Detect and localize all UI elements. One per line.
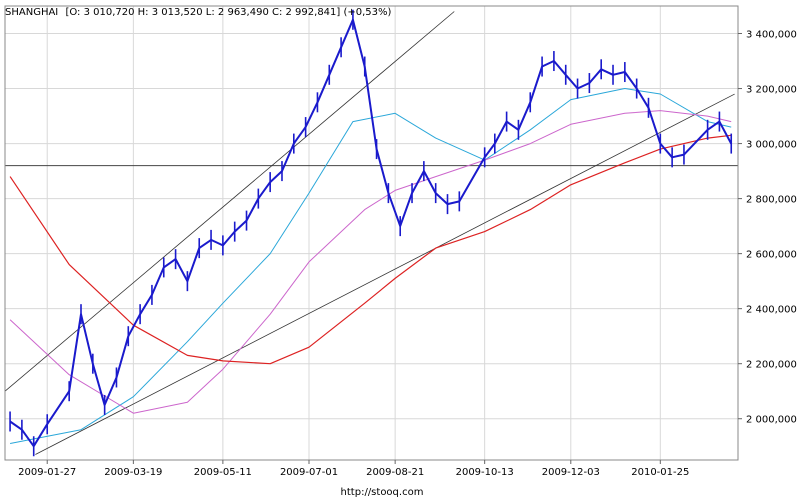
y-tick-label: 3 000,000 [746, 140, 797, 151]
y-tick-label: 2 200,000 [746, 360, 797, 371]
y-tick-label: 2 400,000 [746, 305, 797, 316]
chart-title: SHANGHAI [O: 3 010,720 H: 3 013,520 L: 2… [5, 7, 392, 18]
x-tick-label: 2009-12-03 [542, 467, 600, 478]
x-tick-label: 2009-03-19 [104, 467, 162, 478]
series-lines [4, 9, 738, 457]
plot-frame [4, 5, 739, 461]
x-tick-label: 2009-08-21 [366, 467, 424, 478]
y-tick-label: 2 000,000 [746, 415, 797, 426]
series-line-moving-average-long [9, 134, 732, 365]
series-line-moving-average-mid [9, 110, 732, 414]
x-tick-label: 2010-01-25 [631, 467, 689, 478]
y-tick-label: 2 600,000 [746, 250, 797, 261]
channel-lower [35, 93, 735, 455]
x-tick-label: 2009-05-11 [194, 467, 252, 478]
source-footer: http://stooq.com [341, 487, 424, 498]
y-tick-label: 3 400,000 [746, 30, 797, 41]
grid-lines [5, 6, 738, 460]
x-tick-label: 2009-10-13 [456, 467, 514, 478]
y-tick-label: 2 800,000 [746, 195, 797, 206]
x-tick-label: 2009-07-01 [280, 467, 338, 478]
symbol-label: SHANGHAI [5, 7, 58, 18]
x-tick-label: 2009-01-27 [18, 467, 76, 478]
axes: 2 000,000 2 200,000 2 400,000 2 600,000 2 80… [4, 5, 797, 478]
y-tick-label: 3 200,000 [746, 85, 797, 96]
quote-label: [O: 3 010,720 H: 3 013,520 L: 2 963,490 … [65, 7, 391, 18]
